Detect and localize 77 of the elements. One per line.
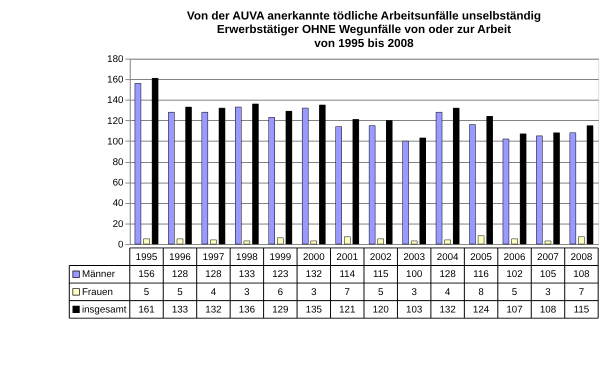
- data-label: 120: [372, 304, 390, 316]
- data-label: 4: [444, 286, 451, 298]
- bar: [344, 236, 350, 244]
- data-label: 133: [172, 304, 188, 316]
- data-label: 128: [439, 269, 456, 280]
- y-tick-label: 0: [118, 239, 124, 250]
- bar: [444, 240, 451, 244]
- x-tick-label: 2006: [504, 252, 526, 264]
- data-label: 5: [512, 286, 518, 298]
- data-label: 129: [272, 304, 288, 316]
- legend-label: Männer: [82, 269, 116, 280]
- bar: [277, 238, 284, 244]
- x-tick-label: 2002: [370, 252, 392, 264]
- bar: [310, 240, 318, 244]
- bar: [377, 238, 384, 244]
- data-label: 156: [138, 269, 155, 280]
- x-tick-label: 2000: [302, 252, 326, 264]
- x-tick-label: 1997: [202, 252, 224, 264]
- legend-label: Frauen: [82, 286, 113, 298]
- y-tick-label: 60: [112, 178, 124, 189]
- data-label: 132: [205, 304, 222, 316]
- x-tick-label: 1999: [269, 252, 292, 264]
- data-label: 7: [344, 286, 350, 298]
- x-tick-label: 1998: [236, 252, 258, 264]
- data-label: 4: [210, 286, 217, 298]
- data-label: 128: [172, 269, 188, 280]
- data-label: 5: [144, 286, 150, 298]
- data-label: 128: [205, 269, 222, 280]
- y-tick-label: 20: [112, 218, 124, 230]
- x-tick-label: 2007: [537, 252, 559, 264]
- data-label: 114: [339, 269, 356, 280]
- data-label: 132: [439, 304, 456, 316]
- legend-label: insgesamt: [82, 304, 127, 316]
- y-tick-label: 80: [112, 157, 124, 168]
- y-tick-label: 160: [107, 74, 124, 86]
- data-label: 116: [473, 269, 489, 280]
- y-tick-label: 180: [107, 54, 124, 66]
- data-label: 132: [306, 269, 322, 280]
- data-label: 8: [478, 286, 484, 298]
- y-tick-label: 100: [107, 136, 124, 148]
- bar: [410, 240, 418, 244]
- y-tick-label: 40: [112, 198, 124, 210]
- data-label: 3: [545, 286, 551, 298]
- x-tick-label: 2001: [336, 252, 358, 264]
- bar: [244, 240, 250, 244]
- data-label: 161: [138, 304, 155, 316]
- y-tick-label: 120: [107, 116, 124, 127]
- data-label: 133: [238, 269, 256, 280]
- data-label: 136: [238, 304, 256, 316]
- data-label: 6: [278, 286, 284, 298]
- x-tick-label: 2008: [570, 252, 592, 264]
- data-label: 7: [578, 286, 584, 298]
- data-label: 3: [411, 286, 417, 298]
- data-label: 3: [311, 286, 317, 298]
- data-label: 115: [574, 304, 590, 316]
- data-label: 121: [339, 304, 356, 316]
- y-tick-label: 140: [107, 95, 124, 106]
- data-label: 105: [540, 269, 557, 280]
- data-label: 135: [306, 304, 322, 316]
- chart-title: Von der AUVA anerkannte tödliche Arbeitsunfälle unselbständig Erwerbstätiger OHNE Wegunfälle von oder zur Arbeit von 1995 bis 2008: [186, 10, 542, 50]
- data-label: 102: [506, 269, 523, 280]
- data-label: 107: [506, 304, 523, 316]
- data-label: 123: [272, 269, 288, 280]
- x-tick-label: 2005: [470, 252, 492, 264]
- data-label: 108: [573, 269, 590, 280]
- x-tick-label: 1996: [169, 252, 191, 264]
- data-label: 5: [177, 286, 184, 298]
- x-tick-label: 1995: [136, 252, 158, 264]
- data-label: 115: [372, 269, 390, 280]
- data-label: 5: [378, 286, 384, 298]
- data-label: 124: [472, 304, 490, 316]
- data-label: 108: [540, 304, 556, 316]
- x-tick-label: 2003: [403, 252, 426, 264]
- data-label: 100: [406, 269, 423, 280]
- x-tick-label: 2004: [436, 252, 460, 264]
- data-label: 103: [406, 304, 422, 316]
- data-label: 3: [244, 286, 250, 298]
